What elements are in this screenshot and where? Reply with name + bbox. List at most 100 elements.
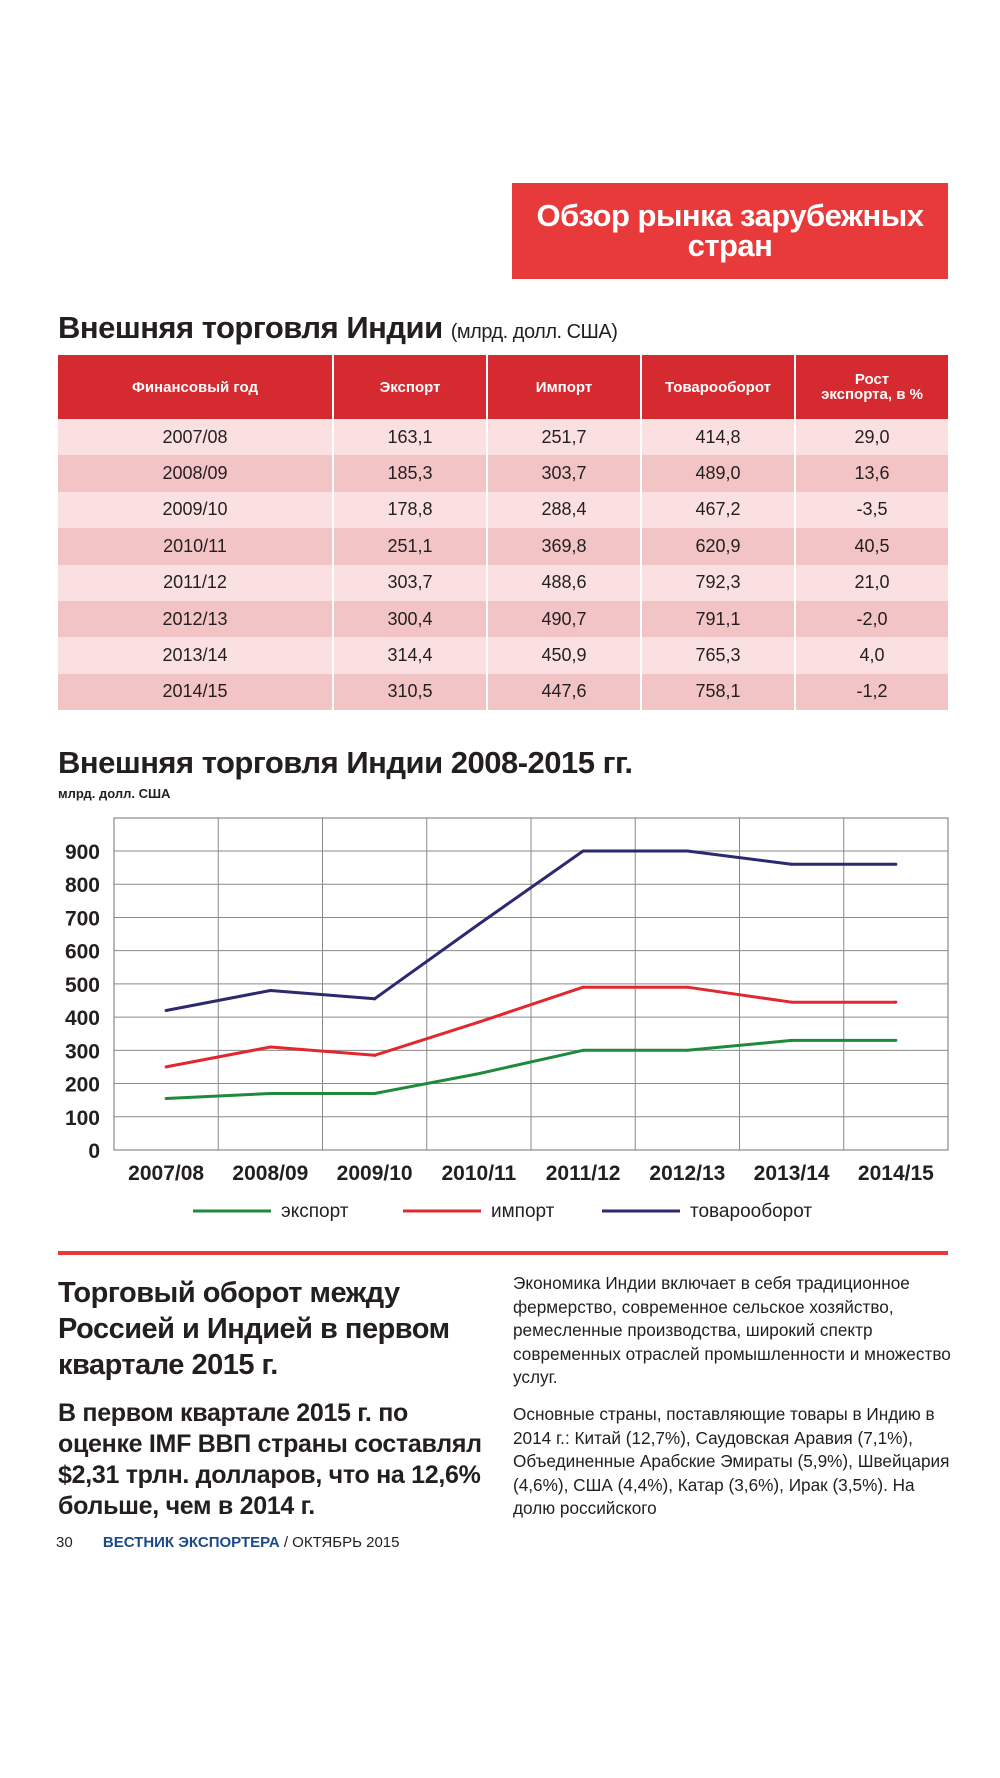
series-point-2: [477, 922, 481, 926]
section-divider: [58, 1251, 948, 1255]
table-unit: (млрд. долл. США): [450, 321, 618, 343]
y-tick-label: 0: [88, 1140, 100, 1163]
table-row: 2011/12 303,7 488,6 792,3 21,0: [58, 564, 948, 601]
series-point-2: [268, 989, 272, 993]
table-row: 2010/11 251,1 369,8 620,9 40,5: [58, 528, 948, 565]
cell-growth: -1,2: [795, 673, 948, 711]
article-heading: Торговый оборот между Россией и Индией в…: [58, 1277, 450, 1381]
page-number: 30: [56, 1534, 73, 1551]
y-tick-label: 400: [65, 1007, 100, 1030]
table-row: 2013/14 314,4 450,9 765,3 4,0: [58, 637, 948, 674]
cell-growth: 21,0: [795, 564, 948, 601]
series-point-1: [790, 1000, 794, 1004]
header-year: Финансовый год: [58, 355, 334, 419]
cell-year: 2011/12: [58, 564, 334, 601]
cell-import: 450,9: [487, 637, 642, 674]
series-point-1: [373, 1053, 377, 1057]
series-point-0: [581, 1048, 585, 1052]
cell-export: 251,1: [333, 528, 488, 565]
table-row: 2014/15 310,5 447,6 758,1 -1,2: [58, 673, 948, 711]
cell-year: 2013/14: [58, 637, 334, 674]
cell-year: 2012/13: [58, 600, 334, 638]
series-point-1: [894, 1000, 898, 1004]
series-point-1: [477, 1020, 481, 1024]
table-title-text: Внешняя торговля Индии: [58, 310, 443, 345]
cell-turnover: 620,9: [641, 528, 796, 565]
cell-growth: 4,0: [795, 637, 948, 674]
magazine-name: ВЕСТНИК ЭКСПОРТЕРА: [102, 1534, 280, 1551]
y-tick-label: 600: [65, 941, 100, 964]
page-footer: 30 ВЕСТНИК ЭКСПОРТЕРА / ОКТЯБРЬ 2015: [56, 1534, 399, 1551]
series-point-0: [685, 1048, 689, 1052]
series-line-1: [165, 985, 896, 1069]
series-point-1: [164, 1065, 168, 1069]
series-point-0: [268, 1092, 272, 1096]
x-tick-label: 2011/12: [546, 1162, 621, 1185]
series-point-0: [477, 1072, 481, 1076]
trade-line-chart: 0 100 200 300 400 500 600 700 800 900 2007/08 2008/…: [65, 817, 949, 1222]
cell-turnover: 765,3: [641, 637, 796, 674]
legend-label-0: экспорт: [281, 1201, 349, 1222]
cell-export: 178,8: [333, 491, 488, 529]
x-tick-label: 2009/10: [337, 1162, 413, 1185]
series-point-2: [790, 862, 794, 866]
section-banner: Обзор рынка зарубежных стран: [512, 183, 948, 279]
header-growth: Рост экспорта, в %: [795, 355, 948, 419]
article-paragraph-2: Основные страны, поставляющие товары в И…: [513, 1404, 950, 1518]
cell-export: 300,4: [333, 600, 488, 638]
series-point-2: [581, 849, 585, 853]
cell-export: 163,1: [333, 419, 488, 456]
series-point-1: [268, 1045, 272, 1049]
x-tick-label: 2007/08: [128, 1162, 204, 1185]
cell-import: 251,7: [487, 419, 642, 456]
cell-growth: 40,5: [795, 528, 948, 565]
article-lead: В первом квартале 2015 г. по оценке IMF …: [58, 1399, 482, 1520]
chart-title: Внешняя торговля Индии 2008-2015 гг.: [58, 745, 633, 780]
cell-turnover: 467,2: [641, 491, 796, 529]
header-export: Экспорт: [333, 355, 488, 419]
y-tick-label: 300: [65, 1040, 100, 1063]
issue-date: / ОКТЯБРЬ 2015: [279, 1534, 400, 1551]
series-point-2: [894, 862, 898, 866]
trade-table: Финансовый год Экспорт Импорт Товарообор…: [58, 355, 948, 711]
banner-line-2: стран: [687, 228, 773, 263]
cell-year: 2008/09: [58, 455, 334, 492]
table-row: 2009/10 178,8 288,4 467,2 -3,5: [58, 491, 948, 529]
series-point-0: [164, 1097, 168, 1101]
x-tick-label: 2014/15: [858, 1162, 934, 1185]
y-tick-label: 100: [65, 1107, 100, 1130]
series-point-2: [373, 997, 377, 1001]
cell-growth: -3,5: [795, 491, 948, 529]
cell-export: 310,5: [333, 673, 488, 711]
cell-export: 185,3: [333, 455, 488, 492]
cell-import: 488,6: [487, 564, 642, 601]
banner-line-1: Обзор рынка зарубежных: [536, 198, 924, 233]
series-line-2: [165, 849, 896, 1012]
series-point-0: [894, 1038, 898, 1042]
cell-year: 2010/11: [58, 528, 334, 565]
y-tick-label: 900: [65, 841, 100, 864]
series-point-2: [685, 849, 689, 853]
cell-turnover: 489,0: [641, 455, 796, 492]
article-paragraph-1: Экономика Индии включает в себя традицио…: [513, 1273, 951, 1387]
table-row: 2012/13 300,4 490,7 791,1 -2,0: [58, 600, 948, 638]
cell-year: 2007/08: [58, 419, 334, 456]
header-import: Импорт: [487, 355, 642, 419]
series-point-0: [790, 1038, 794, 1042]
series-point-1: [581, 985, 585, 989]
table-title: Внешняя торговля Индии (млрд. долл. США): [58, 310, 618, 346]
cell-turnover: 792,3: [641, 564, 796, 601]
cell-growth: -2,0: [795, 600, 948, 638]
cell-import: 288,4: [487, 491, 642, 529]
cell-turnover: 791,1: [641, 600, 796, 638]
x-tick-label: 2013/14: [754, 1162, 830, 1185]
table-header-row: Финансовый год Экспорт Импорт Товарообор…: [58, 355, 948, 419]
series-point-2: [164, 1008, 168, 1012]
table-row: 2007/08 163,1 251,7 414,8 29,0: [58, 419, 948, 456]
series-point-1: [685, 985, 689, 989]
cell-export: 314,4: [333, 637, 488, 674]
header-turnover: Товарооборот: [641, 355, 796, 419]
y-tick-label: 800: [65, 874, 100, 897]
y-tick-label: 200: [65, 1074, 100, 1097]
chart-subtitle: млрд. долл. США: [58, 786, 171, 801]
